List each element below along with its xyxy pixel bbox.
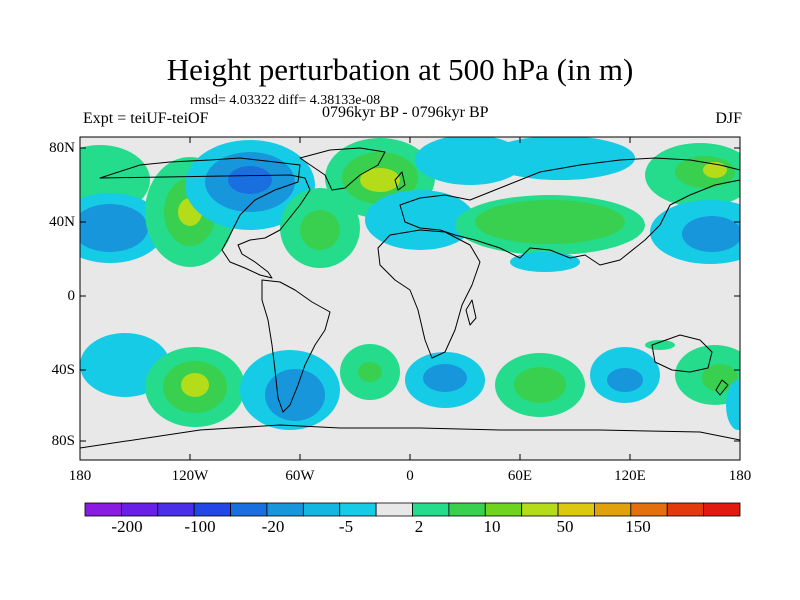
colorbar-label: -5 bbox=[338, 517, 354, 536]
colorbar-swatch bbox=[339, 502, 377, 517]
coast-antarctica bbox=[79, 424, 741, 449]
colorbar-label: 150 bbox=[625, 517, 651, 536]
colorbar-swatch bbox=[193, 502, 231, 517]
colorbar-swatch bbox=[484, 502, 523, 517]
colorbar-label: 2 bbox=[414, 517, 424, 536]
coast-eurasia bbox=[399, 157, 741, 266]
colorbar-swatch bbox=[521, 502, 559, 517]
colorbar-swatch bbox=[412, 502, 450, 517]
coast-uk bbox=[394, 171, 406, 191]
colorbar-swatch bbox=[375, 502, 413, 517]
lat-tick-label: 80N bbox=[49, 140, 75, 156]
colorbar-label: 10 bbox=[483, 517, 501, 536]
lat-tick-label: 80S bbox=[51, 433, 75, 449]
lat-tick-label: 0 bbox=[67, 288, 76, 304]
colorbar-swatch bbox=[302, 502, 341, 517]
contour-field bbox=[80, 137, 740, 460]
lon-tick-label: 0 bbox=[406, 468, 414, 484]
lat-tick-label: 40S bbox=[51, 362, 75, 378]
coast-africa bbox=[377, 229, 481, 359]
colorbar-label: -20 bbox=[261, 517, 285, 536]
coast-greenland bbox=[299, 147, 386, 191]
lon-tick-label: 60E bbox=[507, 468, 533, 484]
coastlines bbox=[79, 147, 741, 449]
lon-tick-label: 60W bbox=[285, 468, 315, 484]
colorbar-swatch bbox=[703, 502, 741, 517]
lat-tick-label: 40N bbox=[49, 214, 75, 230]
colorbar-swatch bbox=[266, 502, 304, 517]
plot-title: Height perturbation at 500 hPa (in m) bbox=[166, 52, 634, 87]
nh-cell-siberia-neg bbox=[485, 137, 635, 180]
coast-south-america bbox=[261, 279, 331, 413]
colorbar-swatch bbox=[157, 502, 195, 517]
colorbar-label: -100 bbox=[184, 517, 216, 536]
colorbar bbox=[84, 502, 741, 517]
coast-new-zealand bbox=[715, 379, 729, 396]
lon-tick-label: 180 bbox=[728, 468, 752, 484]
coast-australia bbox=[651, 334, 713, 373]
colorbar-swatch bbox=[630, 502, 668, 517]
stats-line: rmsd= 4.03322 diff= 4.38133e-08 bbox=[190, 93, 381, 108]
colorbar-swatch bbox=[557, 502, 595, 517]
coast-madagascar bbox=[465, 299, 477, 326]
colorbar-swatch bbox=[448, 502, 486, 517]
colorbar-label: -200 bbox=[111, 517, 143, 536]
period-label: 0796kyr BP - 0796kyr BP bbox=[322, 104, 489, 121]
colorbar-swatch bbox=[230, 502, 268, 517]
colorbar-swatch bbox=[594, 502, 632, 517]
lon-tick-label: 120W bbox=[171, 468, 209, 484]
lon-tick-label: 180 bbox=[68, 468, 92, 484]
coast-north-america bbox=[99, 157, 311, 279]
experiment-label: Expt = teiUF-teiOF bbox=[83, 110, 209, 127]
season-label: DJF bbox=[715, 110, 742, 127]
axis-ticks bbox=[79, 137, 741, 460]
colorbar-label: 50 bbox=[556, 517, 574, 536]
colorbar-swatch bbox=[84, 502, 122, 517]
nh-cell-arabia-neg bbox=[510, 252, 580, 272]
colorbar-swatch bbox=[120, 502, 159, 517]
lon-tick-label: 120E bbox=[614, 468, 646, 484]
colorbar-swatch bbox=[666, 502, 705, 517]
